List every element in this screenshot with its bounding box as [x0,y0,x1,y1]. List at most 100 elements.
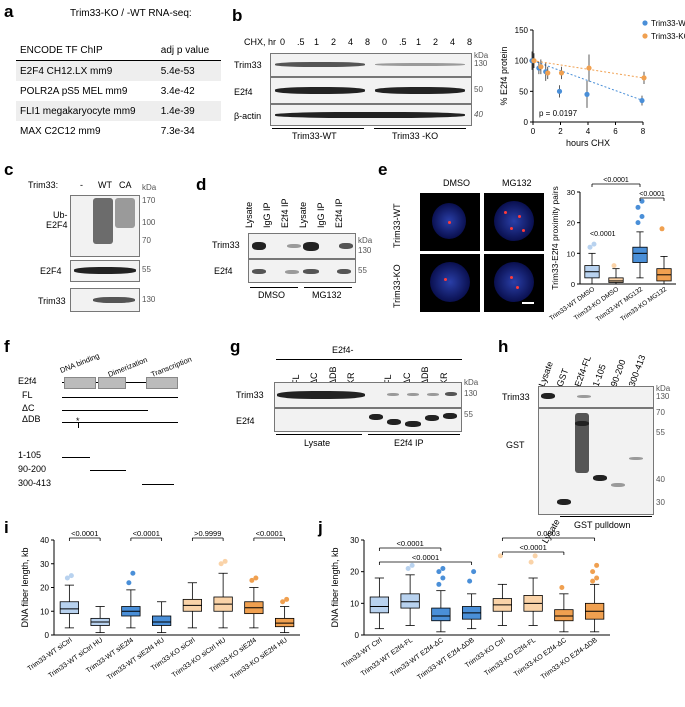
construct-label: 90-200 [18,464,47,474]
data-point [641,75,647,81]
marker: 130 [142,295,156,304]
p-value-label: 0.0003 [537,529,560,538]
category-label: Trim33-WT siE2f4 HU [106,637,166,682]
outlier-point [218,561,224,567]
construct-label: FL [22,390,33,400]
y-axis-label: DNA fiber length, kb [20,547,30,627]
lane-label: 4 [450,37,456,47]
lane-label: Lysate [298,201,308,228]
construct-label: ΔC [22,403,35,413]
outlier-point [532,553,538,559]
data-point [538,64,544,70]
category-label: Trim33-WT E2f4-ΔC [389,637,445,679]
lane-label: .5 [297,37,305,47]
outlier-point [249,577,255,583]
category-label: Trim33-KO siCtrl HU [171,637,227,679]
category-label: Trim33-KO E2f4-FL [483,637,537,678]
category-label: Trim33-WT E2f4-ΔDB [416,637,476,682]
y-tick-label: 0 [571,280,575,289]
outlier-point [587,244,593,250]
p-value-label: <0.0001 [603,177,629,184]
enrichment-table: ENCODE TF ChIP adj p value E2F4 CH12.LX … [16,40,221,141]
lane: WT [98,180,112,190]
data-point [556,88,563,94]
p-value-label: <0.0001 [256,529,283,538]
lane-label: 1 [314,37,320,47]
microscopy-wt-dmso [420,193,480,251]
construct-line [62,457,90,458]
lane-label: 0 [382,37,388,47]
lane-label: 2 [433,37,439,47]
x-tick-label: 8 [641,127,646,136]
blot-trim33 [270,53,472,77]
construct-line [90,470,126,471]
legend-marker [642,20,648,26]
p-value-label: <0.0001 [71,529,98,538]
table-row: FLI1 megakaryocyte mm9 1.4e-39 [16,101,221,121]
blot-trim33 [70,288,140,312]
category-label: Trim33-KO E2f4-ΔC [513,637,568,679]
marker: 70 [142,236,151,245]
outlier-point [594,562,600,568]
domain-label: Transcription [149,354,193,379]
panel-label-j: j [318,518,323,537]
construct-label: 300-413 [18,478,52,488]
blot-row-label: Ub- E2F4 [46,210,68,230]
outlier-point [436,581,442,587]
outlier-point [590,569,596,575]
rnaseq-title: Trim33-KO / -WT RNA-seq: [70,8,192,19]
lane: CA [119,180,132,190]
outlier-point [471,569,477,575]
lane-label: 90-200 [608,358,628,388]
lane-label: E2f4 IP [334,198,344,228]
marker: 55 [464,410,473,419]
panel-label-c: c [4,160,14,179]
outlier-point [559,585,565,590]
lane-label: Trim33: [28,180,59,190]
col-label: DMSO [443,178,470,188]
y-tick-label: 150 [515,26,529,35]
group-label: Trim33 -KO [392,131,439,141]
microscopy-ko-mg132 [484,254,544,312]
outlier-point [436,569,442,575]
lane-label: IgG IP [316,202,326,228]
lane-label: .5 [399,37,407,47]
outlier-point [68,573,74,579]
y-tick-label: 40 [40,536,49,545]
data-point [586,65,592,71]
kda-label: kDa [464,378,479,387]
y-tick-label: 100 [515,57,529,66]
p-value-annotation: p = 0.0197 [539,109,578,118]
category-label: Trim33-WT siCtrl HU [47,637,104,680]
domain-dimerization [98,377,126,389]
group-label: E2f4 IP [394,438,424,448]
marker: 55 [142,265,151,274]
trend-line [532,60,644,102]
table-header-tf: ENCODE TF ChIP [20,44,103,56]
lane-label: 300-413 [626,353,648,388]
blot-row-label: Trim33 [502,392,530,402]
lane-label: Lysate [536,359,555,388]
blot-row-label: Trim33 [236,390,264,400]
fiber-chart-i: 0 10 20 30 40 DNA fiber length, kb Trim33-WT s… [20,529,300,682]
blot-trim33-ip [248,233,356,259]
y-tick-label: 30 [40,560,49,569]
blot-row-label: E2f4 [236,416,255,426]
blot-e2f4 [270,77,472,104]
x-tick-label: 0 [531,127,536,136]
y-axis-label: Trim33-E2f4 proximity pairs [550,186,560,290]
table-cell: E2F4 CH12.LX mm9 [20,65,113,77]
table-cell: FLI1 megakaryocyte mm9 [20,105,136,117]
outlier-point [639,214,645,220]
domain-transcription [146,377,178,389]
y-tick-label: 10 [350,599,359,608]
lane-label: IgG IP [262,202,272,228]
y-axis-label: DNA fiber length, kb [330,547,340,627]
y-tick-label: 0 [45,631,50,640]
lane-label: Lysate [244,201,254,228]
domain-dna-binding [64,377,96,389]
outlier-point [639,198,645,204]
panel-label-e: e [378,160,388,179]
blot-e2f4-g [274,408,462,432]
y-tick-label: 30 [567,188,575,197]
